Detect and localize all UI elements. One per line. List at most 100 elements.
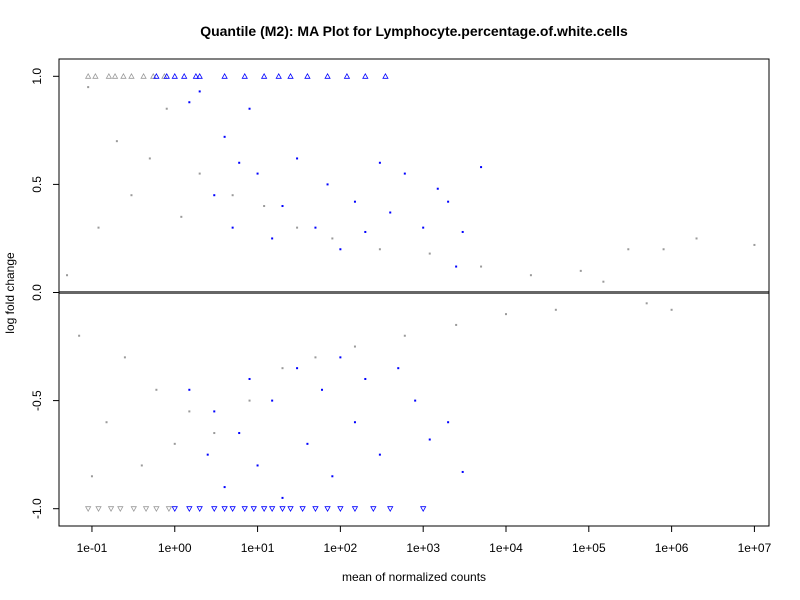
gray-point: [281, 367, 284, 370]
x-tick-label: 1e+05: [572, 541, 606, 555]
gray-point: [213, 432, 216, 435]
blue-point: [436, 187, 439, 190]
clipped-down-marker: [312, 506, 319, 513]
clipped-down-marker: [351, 506, 359, 513]
blue-point: [314, 226, 317, 229]
blue-point: [238, 161, 241, 164]
clipped-markers: [84, 72, 427, 513]
gray-point: [579, 269, 582, 272]
y-axis: -1.0 -0.5 0.0 0.5 1.0: [30, 68, 60, 519]
gray-point: [314, 356, 317, 359]
gray-point: [403, 334, 406, 337]
clipped-down-marker: [221, 506, 228, 513]
clipped-up-marker: [153, 72, 160, 79]
clipped-up-marker: [304, 72, 311, 79]
clipped-down-marker: [107, 506, 115, 513]
y-tick-label: 0.5: [30, 176, 44, 193]
blue-point: [378, 453, 381, 456]
blue-point: [248, 107, 251, 110]
blue-point: [339, 356, 342, 359]
blue-point: [321, 388, 324, 391]
y-tick-label: 0.0: [30, 284, 44, 301]
blue-point: [364, 230, 367, 233]
gray-point: [331, 237, 334, 240]
blue-point: [271, 237, 274, 240]
blue-point: [306, 442, 309, 445]
x-tick-label: 1e-01: [77, 541, 108, 555]
clipped-up-marker: [324, 72, 331, 79]
blue-point: [331, 475, 334, 478]
gray-point: [670, 308, 673, 311]
clipped-down-marker: [387, 506, 394, 513]
blue-point: [248, 377, 251, 380]
clipped-up-marker: [241, 72, 248, 79]
x-axis-label: mean of normalized counts: [342, 570, 486, 584]
clipped-down-marker: [420, 506, 427, 513]
gray-point: [87, 86, 90, 89]
clipped-up-marker: [343, 72, 351, 79]
gray-point: [554, 308, 557, 311]
gray-point: [753, 243, 756, 246]
blue-point: [223, 135, 226, 138]
gray-point: [173, 442, 176, 445]
clipped-up-marker: [275, 72, 282, 79]
gray-point: [115, 140, 118, 143]
clipped-up-marker: [120, 72, 127, 79]
blue-point: [326, 183, 329, 186]
non-significant-points: [66, 86, 756, 478]
clipped-up-marker: [140, 72, 147, 79]
gray-point: [248, 399, 251, 402]
blue-point: [281, 205, 284, 208]
blue-point: [353, 200, 356, 203]
blue-point: [480, 166, 483, 169]
blue-point: [364, 377, 367, 380]
blue-point: [213, 410, 216, 413]
blue-point: [455, 265, 458, 268]
clipped-down-marker: [186, 506, 193, 513]
clipped-up-marker: [192, 72, 200, 79]
blue-point: [414, 399, 417, 402]
x-tick-label: 1e+04: [489, 541, 523, 555]
gray-point: [695, 237, 698, 240]
blue-point: [296, 157, 299, 160]
blue-point: [223, 486, 226, 489]
gray-point: [123, 356, 126, 359]
blue-point: [281, 496, 284, 499]
blue-point: [378, 161, 381, 164]
gray-point: [662, 248, 665, 251]
gray-point: [165, 107, 168, 110]
gray-point: [155, 388, 158, 391]
y-tick-label: 1.0: [30, 68, 44, 85]
x-tick-label: 1e+02: [324, 541, 358, 555]
gray-point: [97, 226, 100, 229]
gray-point: [602, 280, 605, 283]
blue-point: [339, 248, 342, 251]
clipped-down-marker: [153, 506, 160, 513]
x-tick-label: 1e+06: [655, 541, 689, 555]
blue-point: [238, 432, 241, 435]
clipped-down-marker: [287, 506, 294, 513]
clipped-down-marker: [337, 506, 344, 513]
clipped-down-marker: [299, 506, 306, 513]
x-axis: 1e-01 1e+00 1e+01 1e+02 1e+03 1e+04 1e+05 1e+06…: [77, 525, 772, 555]
clipped-down-marker: [84, 506, 92, 513]
clipped-down-marker: [268, 506, 276, 513]
clipped-down-marker: [370, 506, 377, 513]
gray-point: [130, 194, 133, 197]
clipped-down-marker: [95, 506, 102, 513]
blue-point: [389, 211, 392, 214]
gray-point: [140, 464, 143, 467]
clipped-up-marker: [150, 72, 157, 79]
blue-point: [397, 367, 400, 370]
blue-point: [231, 226, 234, 229]
blue-point: [256, 172, 259, 175]
x-tick-label: 1e+07: [738, 541, 772, 555]
clipped-up-marker: [163, 72, 170, 79]
gray-point: [66, 274, 69, 277]
gray-point: [378, 248, 381, 251]
gray-point: [480, 265, 483, 268]
blue-point: [213, 194, 216, 197]
clipped-down-marker: [196, 506, 203, 513]
